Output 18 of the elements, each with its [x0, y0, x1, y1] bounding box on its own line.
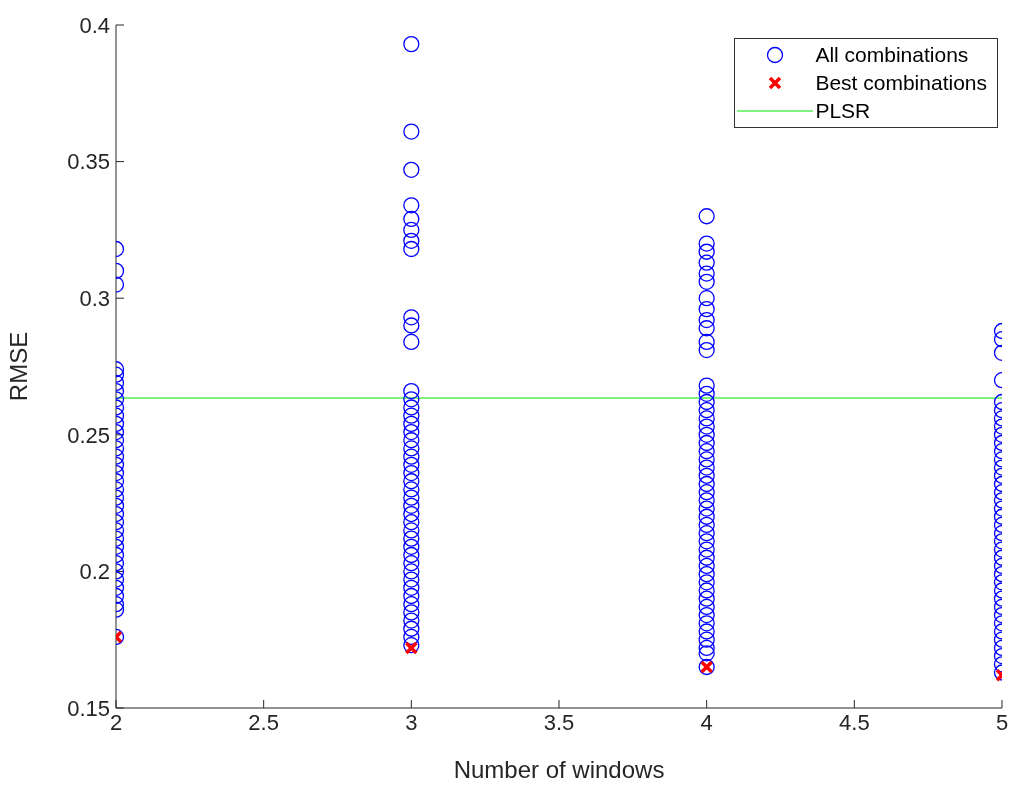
- y-tick-label: 0.3: [79, 286, 110, 312]
- x-tick-label: 3: [405, 709, 418, 735]
- legend-label: Best combinations: [815, 71, 987, 95]
- x-tick-label: 3.5: [543, 709, 575, 735]
- y-axis-title: RMSE: [4, 331, 32, 402]
- x-tick-label: 2: [109, 709, 123, 735]
- y-tick-label: 0.2: [79, 559, 110, 585]
- legend-label: All combinations: [815, 43, 969, 67]
- y-tick-label: 0.25: [67, 422, 110, 448]
- legend-label: PLSR: [815, 99, 871, 123]
- y-tick-label: 0.4: [79, 12, 110, 38]
- x-tick-label: 2.5: [248, 709, 279, 735]
- x-tick-label: 4: [700, 709, 713, 735]
- y-tick-label: 0.15: [67, 695, 110, 721]
- x-tick-label: 5: [995, 709, 1009, 735]
- x-axis-title: Number of windows: [453, 756, 665, 783]
- y-tick-label: 0.35: [67, 149, 110, 175]
- x-tick-label: 4.5: [839, 709, 870, 735]
